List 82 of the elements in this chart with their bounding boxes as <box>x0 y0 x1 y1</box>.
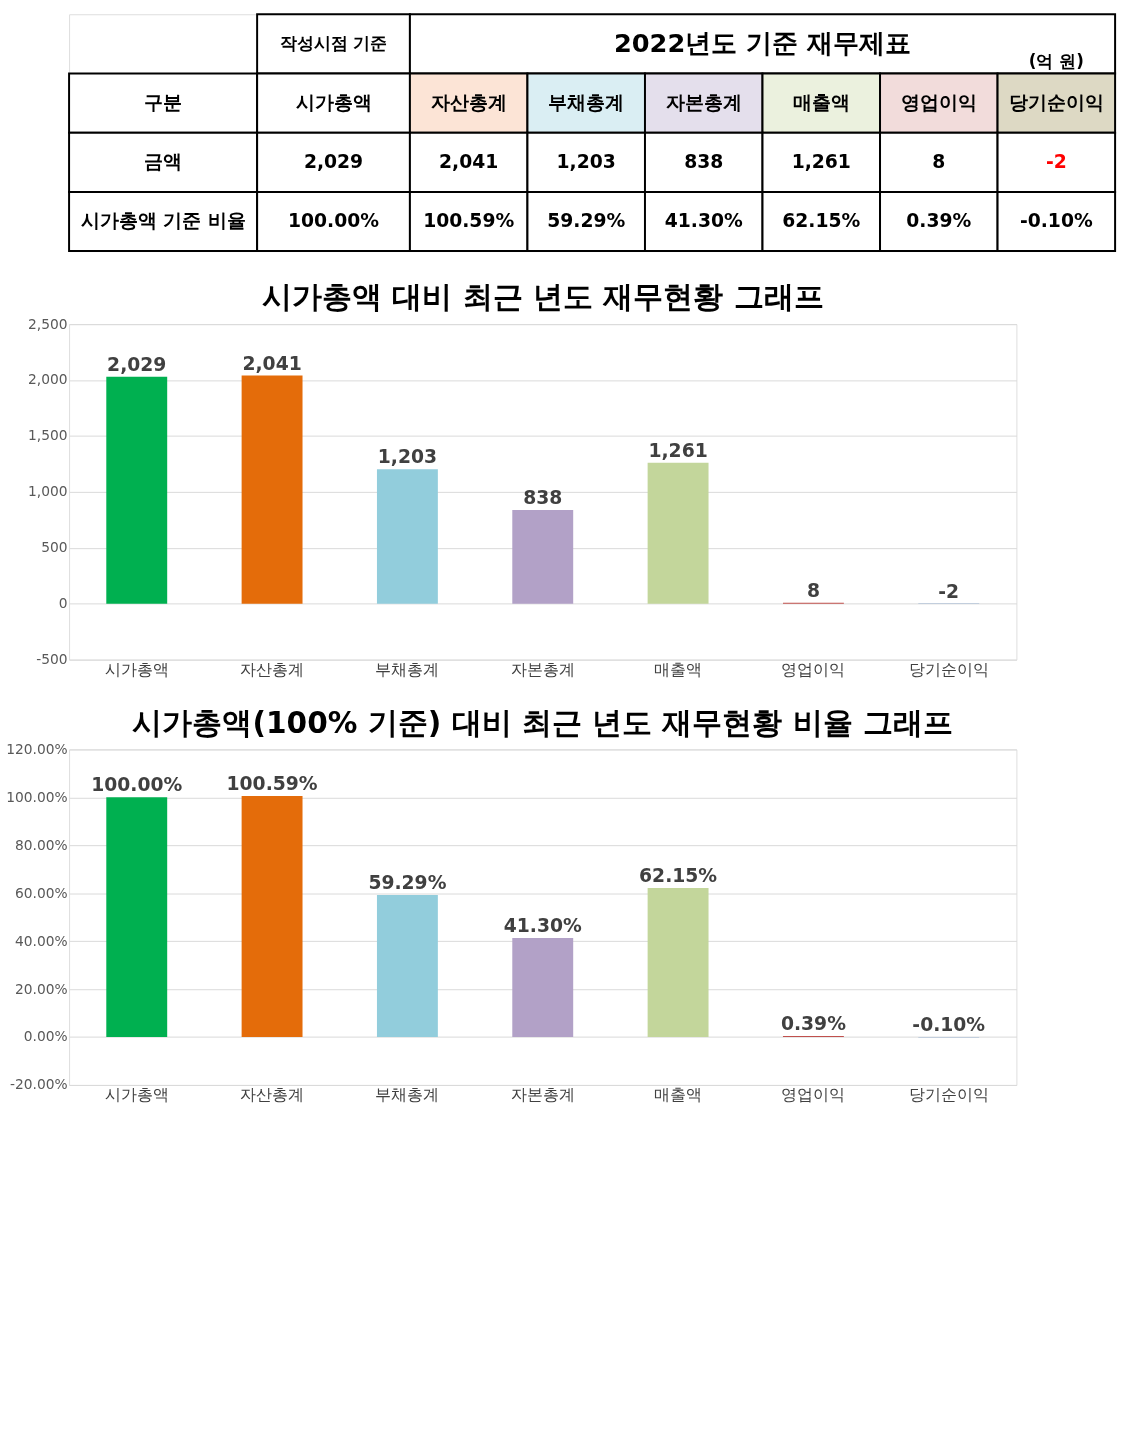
data-label: 1,261 <box>791 151 851 173</box>
data-label: 62.15% <box>639 865 718 887</box>
data-label: 838 <box>684 151 724 173</box>
category-label: 부채총계 <box>548 92 625 113</box>
y-tick-label: 2,500 <box>28 315 68 332</box>
data-label: -2 <box>1045 151 1067 173</box>
bar <box>241 375 303 604</box>
data-label: 2,029 <box>303 151 364 173</box>
x-tick-label: 매출액 <box>654 1085 703 1105</box>
y-tick-label: 80.00% <box>14 836 68 853</box>
y-tick-label: 0 <box>58 595 68 612</box>
y-tick-label: -500 <box>36 651 68 668</box>
x-tick-label: 시가총액 <box>104 659 169 679</box>
category-label: 영업이익 <box>900 92 977 113</box>
y-tick-label: 1,500 <box>28 427 68 444</box>
y-tick-label: 2,000 <box>28 371 68 388</box>
y-tick-label: 120.00% <box>6 740 68 757</box>
chart-title: 시가총액(100% 기준) 대비 최근 년도 재무현황 비율 그래프 <box>132 705 954 740</box>
x-tick-label: 시가총액 <box>104 1085 169 1105</box>
data-label: 41.30% <box>503 915 582 937</box>
y-tick-label: -20.00% <box>10 1076 68 1093</box>
data-label: 41.30% <box>664 210 743 232</box>
y-tick-label: 20.00% <box>14 980 68 997</box>
x-tick-label: 영업이익 <box>781 659 846 679</box>
data-label: 0.39% <box>780 1013 847 1035</box>
x-tick-label: 당기순이익 <box>908 659 989 679</box>
data-label: -0.10% <box>1019 210 1093 232</box>
category-label: 매출액 <box>792 92 850 113</box>
data-label: 2,029 <box>107 353 167 375</box>
bar <box>512 510 574 604</box>
x-tick-label: 자산총계 <box>240 659 305 679</box>
bar <box>106 797 168 1038</box>
y-tick-label: 40.00% <box>14 932 68 949</box>
bar <box>106 376 168 604</box>
data-label: 2,041 <box>242 352 302 374</box>
text: 구분 <box>144 92 183 113</box>
x-tick-label: 자본총계 <box>510 1085 575 1105</box>
text: 금액 <box>144 151 183 173</box>
x-tick-label: 부채총계 <box>375 1085 440 1105</box>
y-tick-label: 60.00% <box>14 884 68 901</box>
x-tick-label: 매출액 <box>654 659 703 679</box>
bar <box>241 795 303 1038</box>
bar <box>647 462 709 604</box>
text: (억 원) <box>1028 50 1084 71</box>
data-label: 59.29% <box>547 210 626 232</box>
data-label: 59.29% <box>368 872 447 894</box>
x-tick-label: 당기순이익 <box>908 1085 989 1105</box>
y-tick-label: 100.00% <box>6 788 68 805</box>
data-label: 1,203 <box>377 446 438 468</box>
data-label: 1,261 <box>648 439 708 461</box>
text: 작성시점 기준 <box>279 32 388 53</box>
data-label: 838 <box>523 487 563 509</box>
category-label: 자본총계 <box>665 92 742 113</box>
category-label: 자산총계 <box>430 92 507 113</box>
category-label: 시가총액 <box>295 92 372 113</box>
data-label: -2 <box>938 581 960 603</box>
category-label: 당기순이익 <box>1008 92 1104 113</box>
y-tick-label: 500 <box>41 539 68 556</box>
bar <box>376 894 438 1038</box>
x-tick-label: 자산총계 <box>240 1085 305 1105</box>
data-label: 100.59% <box>423 210 515 232</box>
bar <box>647 888 709 1038</box>
text: 2022년도 기준 재무제표 <box>613 27 912 58</box>
bar <box>376 469 438 604</box>
data-label: 100.00% <box>287 210 380 232</box>
data-label: 1,203 <box>556 151 616 173</box>
y-tick-label: 1,000 <box>28 483 68 500</box>
bar <box>512 938 574 1038</box>
data-label: 62.15% <box>782 210 861 232</box>
data-label: 0.39% <box>906 210 972 232</box>
chart-title: 시가총액 대비 최근 년도 재무현황 그래프 <box>261 280 824 315</box>
x-tick-label: 자본총계 <box>510 659 575 679</box>
y-tick-label: 0.00% <box>23 1028 68 1045</box>
series-label: 시가총액 기준 비율 <box>80 210 246 232</box>
x-tick-label: 부채총계 <box>375 659 440 679</box>
data-label: 100.00% <box>91 774 183 796</box>
data-label: 2,041 <box>439 151 499 173</box>
data-label: 8 <box>806 579 820 601</box>
data-label: 100.59% <box>226 773 318 795</box>
data-label: -0.10% <box>912 1014 986 1036</box>
data-label: 8 <box>932 151 946 173</box>
x-tick-label: 영업이익 <box>781 1085 846 1105</box>
